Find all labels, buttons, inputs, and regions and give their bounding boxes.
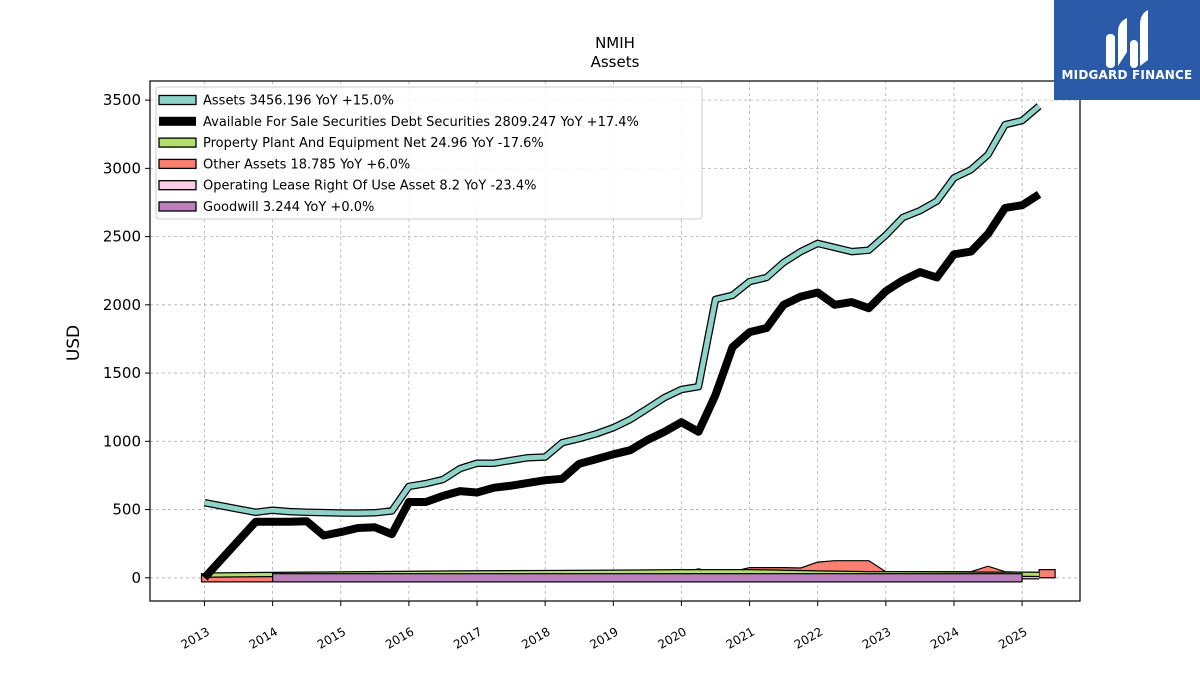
legend: Assets 3456.196 YoY +15.0% Available For … <box>155 86 703 220</box>
midgard-finance-logo: MIDGARD FINANCE <box>1054 0 1200 100</box>
x-tick-label: 2024 <box>928 624 961 651</box>
y-axis: 0 500 1000 1500 2000 2500 3000 3500 <box>103 91 150 587</box>
y-tick-label: 500 <box>112 501 141 519</box>
x-axis: 2013 2014 2015 2016 2017 2018 2019 2020 2021 2022… <box>179 601 1030 652</box>
legend-swatch <box>158 137 197 148</box>
logo-mark-icon <box>1054 0 1200 100</box>
y-tick-label: 0 <box>131 569 141 587</box>
series-afs-securities-line <box>201 191 1042 581</box>
y-tick-label: 2000 <box>103 296 141 314</box>
legend-swatch <box>158 180 197 191</box>
legend-swatch <box>158 94 197 106</box>
logo-text: MIDGARD FINANCE <box>1061 68 1193 82</box>
y-tick-label: 3000 <box>103 159 141 177</box>
y-tick-label: 3500 <box>103 91 141 109</box>
x-tick-label: 2018 <box>519 624 552 651</box>
x-tick-label: 2022 <box>792 624 825 651</box>
legend-label: Other Assets 18.785 YoY +6.0% <box>203 157 410 172</box>
x-tick-label: 2023 <box>860 624 893 651</box>
x-tick-label: 2025 <box>996 624 1029 651</box>
legend-label: Goodwill 3.244 YoY +0.0% <box>203 200 374 215</box>
y-tick-label: 1000 <box>103 432 141 450</box>
series-other-assets-end-block <box>1038 569 1056 579</box>
series-layer <box>200 103 1056 583</box>
x-tick-label: 2021 <box>724 624 757 651</box>
x-tick-label: 2014 <box>247 624 280 651</box>
legend-swatch <box>158 201 197 212</box>
y-tick-label: 1500 <box>103 364 141 382</box>
legend-label: Operating Lease Right Of Use Asset 8.2 Y… <box>203 179 536 194</box>
chart-title: NMIH <box>595 34 635 52</box>
series-goodwill-strip <box>272 573 1023 583</box>
legend-label: Assets 3456.196 YoY +15.0% <box>203 94 394 109</box>
x-tick-label: 2020 <box>655 624 688 651</box>
chart-subtitle: Assets <box>591 53 640 71</box>
x-tick-label: 2015 <box>315 624 348 651</box>
x-tick-label: 2013 <box>179 624 212 651</box>
legend-label: Property Plant And Equipment Net 24.96 Y… <box>203 136 544 151</box>
x-tick-label: 2017 <box>451 624 484 651</box>
x-tick-label: 2019 <box>587 624 620 651</box>
plot-frame <box>149 80 1081 602</box>
y-axis-label: USD <box>64 325 84 361</box>
y-tick-label: 2500 <box>103 228 141 246</box>
x-tick-label: 2016 <box>383 624 416 651</box>
legend-swatch <box>159 116 196 126</box>
legend-swatch <box>158 158 197 170</box>
series-assets-line <box>204 104 1041 516</box>
legend-label: Available For Sale Securities Debt Secur… <box>203 115 639 130</box>
legend-box <box>155 86 703 220</box>
